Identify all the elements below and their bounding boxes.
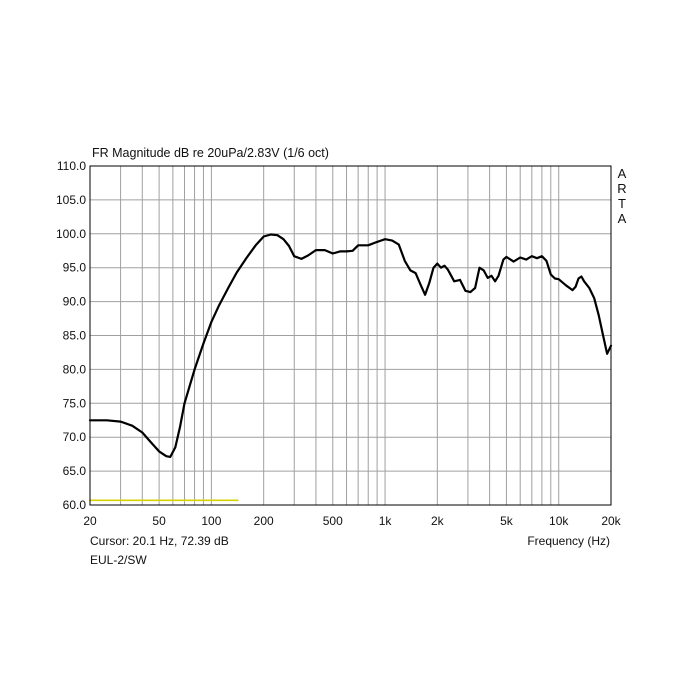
y-tick-label: 75.0	[63, 396, 87, 410]
y-tick-label: 105.0	[56, 193, 86, 207]
tick-labels: 60.0 65.0 70.0 75.0 80.0 85.0 90.0 95.0 100.0 105…	[56, 159, 622, 528]
brand-label: ARTA	[617, 166, 627, 226]
y-tick-label: 90.0	[63, 295, 87, 309]
y-tick-label: 80.0	[63, 362, 87, 376]
x-tick-label: 20	[83, 514, 97, 528]
y-tick-label: 65.0	[63, 464, 87, 478]
cursor-readout: Cursor: 20.1 Hz, 72.39 dB	[90, 534, 229, 548]
x-tick-label: 100	[201, 514, 221, 528]
x-tick-label: 50	[152, 514, 166, 528]
x-tick-label: 20k	[601, 514, 621, 528]
x-tick-label: 1k	[379, 514, 393, 528]
y-tick-label: 70.0	[63, 430, 87, 444]
y-tick-label: 60.0	[63, 498, 87, 512]
y-tick-label: 100.0	[56, 227, 86, 241]
x-axis-label: Frequency (Hz)	[527, 534, 610, 548]
y-tick-label: 110.0	[57, 159, 86, 173]
grid	[90, 165, 611, 506]
x-tick-label: 10k	[549, 514, 569, 528]
x-tick-label: 500	[323, 514, 343, 528]
x-tick-label: 2k	[431, 514, 445, 528]
x-tick-label: 200	[254, 514, 274, 528]
frequency-response-line	[88, 233, 613, 458]
model-label: EUL-2/SW	[90, 553, 147, 567]
chart-title: FR Magnitude dB re 20uPa/2.83V (1/6 oct)	[92, 146, 329, 160]
y-tick-label: 95.0	[63, 261, 87, 275]
series-layer	[88, 233, 613, 502]
plot-frame	[89, 165, 612, 506]
y-tick-label: 85.0	[63, 329, 87, 343]
x-tick-label: 5k	[500, 514, 514, 528]
